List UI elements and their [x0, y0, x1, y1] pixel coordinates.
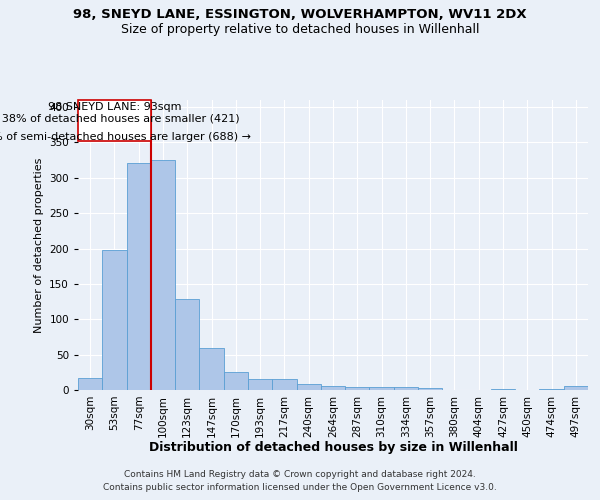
Bar [102, 250, 127, 390]
Bar [491, 388, 515, 390]
Bar [199, 348, 224, 390]
Text: Contains public sector information licensed under the Open Government Licence v3: Contains public sector information licen… [103, 484, 497, 492]
Bar [539, 388, 564, 390]
Bar [370, 387, 394, 390]
Bar [345, 387, 370, 390]
Bar [296, 384, 321, 390]
FancyBboxPatch shape [78, 100, 151, 141]
Text: Size of property relative to detached houses in Willenhall: Size of property relative to detached ho… [121, 22, 479, 36]
Bar [321, 386, 345, 390]
Bar [248, 380, 272, 390]
Bar [78, 378, 102, 390]
Y-axis label: Number of detached properties: Number of detached properties [34, 158, 44, 332]
Bar [272, 380, 296, 390]
Text: 62% of semi-detached houses are larger (688) →: 62% of semi-detached houses are larger (… [0, 132, 251, 142]
Text: Contains HM Land Registry data © Crown copyright and database right 2024.: Contains HM Land Registry data © Crown c… [124, 470, 476, 479]
Bar [224, 372, 248, 390]
Text: 98 SNEYD LANE: 93sqm: 98 SNEYD LANE: 93sqm [47, 102, 181, 112]
Text: ← 38% of detached houses are smaller (421): ← 38% of detached houses are smaller (42… [0, 114, 240, 124]
Text: 98, SNEYD LANE, ESSINGTON, WOLVERHAMPTON, WV11 2DX: 98, SNEYD LANE, ESSINGTON, WOLVERHAMPTON… [73, 8, 527, 20]
Text: Distribution of detached houses by size in Willenhall: Distribution of detached houses by size … [149, 441, 517, 454]
Bar [394, 387, 418, 390]
Bar [418, 388, 442, 390]
Bar [151, 160, 175, 390]
Bar [175, 299, 199, 390]
Bar [127, 163, 151, 390]
Bar [564, 386, 588, 390]
